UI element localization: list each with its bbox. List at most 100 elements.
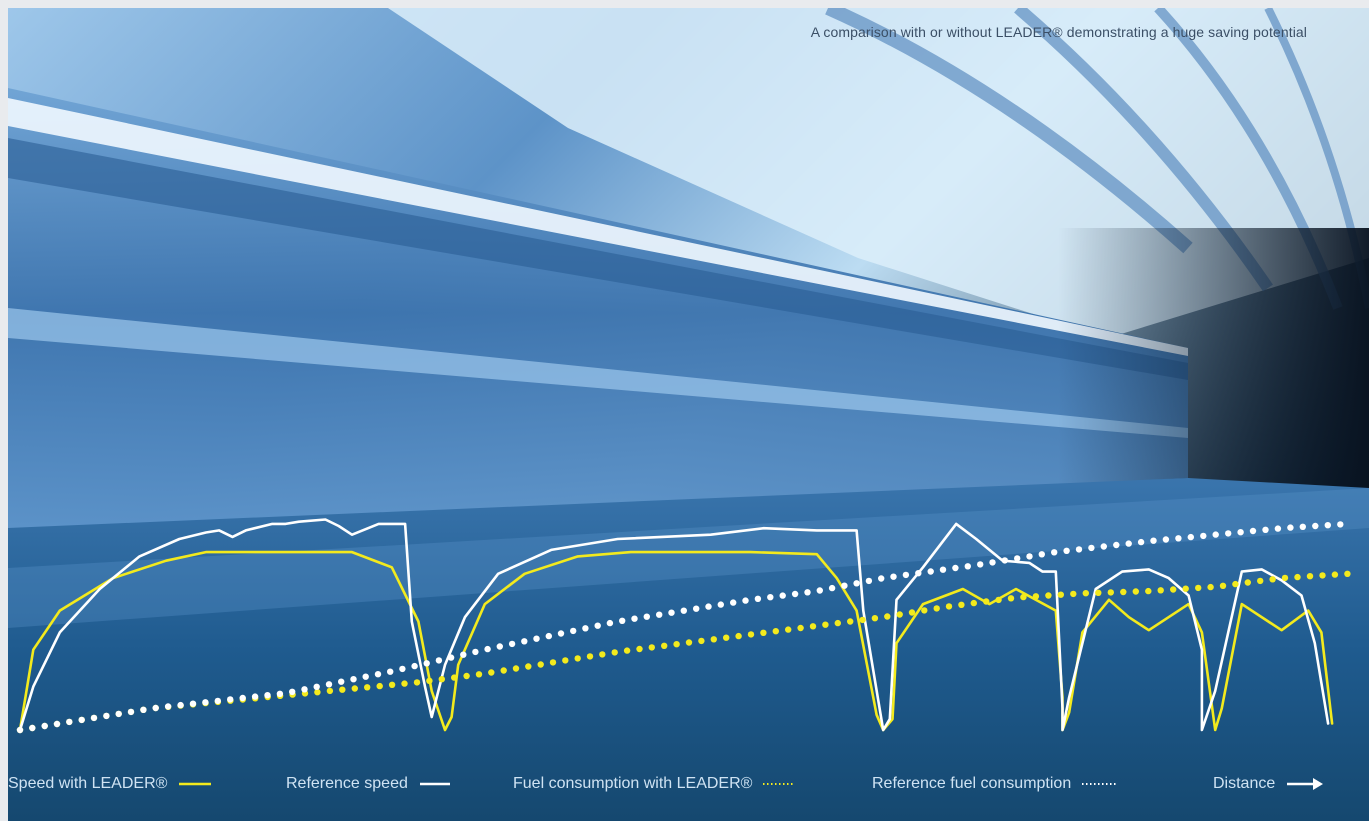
legend-item-speed-with-leader: Speed with LEADER®: [8, 770, 215, 798]
data-point-reference-fuel-consumption-8: [115, 710, 122, 718]
data-point-fuel-consumption-with-leader-59: [747, 631, 755, 638]
data-point-fuel-consumption-with-leader-69: [871, 615, 879, 622]
legend-item-fuel-with-leader: Fuel consumption with LEADER®: [513, 770, 798, 798]
data-point-reference-fuel-consumption-15: [202, 699, 209, 706]
data-point-fuel-consumption-with-leader-74: [933, 605, 940, 612]
legend-swatch-speed-with-leader: [179, 782, 212, 786]
data-point-reference-fuel-consumption-90: [1125, 540, 1132, 547]
data-point-reference-fuel-consumption-92: [1150, 537, 1157, 544]
data-point-fuel-consumption-with-leader-106: [1331, 571, 1339, 578]
data-point-reference-fuel-consumption-49: [619, 617, 626, 624]
data-point-reference-fuel-consumption-11: [152, 704, 159, 712]
data-point-reference-fuel-consumption-98: [1225, 530, 1232, 537]
data-point-fuel-consumption-with-leader-78: [983, 598, 990, 605]
data-point-reference-fuel-consumption-75: [939, 566, 947, 573]
data-point-reference-fuel-consumption-9: [127, 708, 135, 716]
data-point-fuel-consumption-with-leader-29: [376, 682, 383, 690]
data-point-reference-fuel-consumption-77: [964, 563, 971, 570]
data-point-fuel-consumption-with-leader-98: [1232, 580, 1239, 588]
data-point-reference-fuel-consumption-0: [16, 726, 24, 734]
data-point-reference-fuel-consumption-20: [264, 692, 271, 699]
chart-caption: A comparison with or without LEADER® dem…: [810, 24, 1307, 40]
data-point-fuel-consumption-with-leader-90: [1132, 588, 1140, 595]
data-point-fuel-consumption-with-leader-101: [1269, 576, 1276, 583]
data-point-fuel-consumption-with-leader-33: [426, 677, 433, 684]
data-point-fuel-consumption-with-leader-107: [1344, 570, 1351, 577]
data-point-fuel-consumption-with-leader-86: [1082, 590, 1090, 597]
data-point-fuel-consumption-with-leader-53: [673, 641, 680, 648]
data-point-reference-fuel-consumption-44: [557, 630, 565, 637]
data-point-fuel-consumption-with-leader-70: [884, 613, 891, 620]
data-point-reference-fuel-consumption-60: [754, 595, 762, 602]
data-point-reference-fuel-consumption-68: [853, 580, 860, 587]
data-point-fuel-consumption-with-leader-97: [1219, 582, 1227, 589]
data-point-reference-fuel-consumption-17: [227, 696, 234, 703]
data-point-reference-fuel-consumption-6: [90, 714, 98, 722]
data-point-reference-fuel-consumption-31: [399, 665, 406, 673]
data-point-reference-fuel-consumption-2: [41, 722, 48, 730]
legend-label-speed-with-leader: Speed with LEADER®: [8, 775, 168, 792]
data-point-fuel-consumption-with-leader-68: [859, 616, 866, 624]
chart-legend: Speed with LEADER® Reference speed Fuel …: [8, 770, 1369, 810]
data-point-reference-fuel-consumption-51: [643, 613, 650, 620]
data-point-reference-fuel-consumption-53: [668, 609, 675, 616]
data-point-reference-fuel-consumption-102: [1274, 525, 1282, 532]
data-point-reference-fuel-consumption-87: [1088, 544, 1095, 552]
legend-label-reference-fuel: Reference fuel consumption: [872, 775, 1072, 792]
data-point-reference-fuel-consumption-7: [103, 712, 110, 720]
data-point-fuel-consumption-with-leader-49: [623, 647, 631, 654]
data-point-reference-fuel-consumption-29: [374, 671, 382, 678]
data-point-reference-fuel-consumption-56: [705, 603, 712, 610]
data-point-fuel-consumption-with-leader-84: [1057, 591, 1065, 598]
data-point-reference-fuel-consumption-13: [177, 701, 184, 709]
data-point-reference-fuel-consumption-59: [742, 597, 749, 604]
speed-fuel-chart: [16, 518, 1351, 734]
data-point-reference-fuel-consumption-91: [1137, 538, 1145, 546]
data-point-reference-fuel-consumption-93: [1162, 536, 1170, 543]
data-point-reference-fuel-consumption-82: [1026, 553, 1033, 560]
data-point-reference-fuel-consumption-40: [508, 640, 516, 648]
data-point-fuel-consumption-with-leader-75: [945, 603, 953, 610]
data-point-reference-fuel-consumption-33: [423, 660, 430, 667]
data-point-fuel-consumption-with-leader-35: [451, 674, 458, 681]
data-point-reference-fuel-consumption-1: [29, 724, 36, 732]
data-point-fuel-consumption-with-leader-65: [822, 621, 829, 628]
data-point-reference-fuel-consumption-86: [1075, 546, 1083, 553]
data-point-reference-fuel-consumption-43: [545, 632, 552, 640]
data-point-fuel-consumption-with-leader-73: [921, 607, 928, 614]
data-point-reference-fuel-consumption-65: [816, 587, 823, 594]
data-point-reference-fuel-consumption-30: [387, 668, 394, 675]
data-point-fuel-consumption-with-leader-103: [1294, 573, 1301, 581]
data-point-fuel-consumption-with-leader-45: [574, 655, 581, 662]
data-point-fuel-consumption-with-leader-83: [1045, 592, 1052, 599]
data-point-fuel-consumption-with-leader-94: [1182, 585, 1189, 592]
data-point-reference-fuel-consumption-45: [570, 627, 577, 635]
data-point-fuel-consumption-with-leader-26: [339, 686, 346, 693]
data-point-fuel-consumption-with-leader-48: [611, 649, 618, 656]
data-point-fuel-consumption-with-leader-34: [438, 676, 445, 683]
data-point-fuel-consumption-with-leader-76: [958, 601, 965, 608]
data-point-reference-fuel-consumption-73: [915, 570, 922, 577]
data-point-reference-fuel-consumption-21: [276, 690, 284, 697]
data-point-reference-fuel-consumption-74: [927, 568, 934, 575]
data-point-fuel-consumption-with-leader-79: [995, 596, 1002, 604]
data-point-reference-fuel-consumption-84: [1051, 549, 1058, 556]
data-point-reference-fuel-consumption-32: [411, 662, 418, 670]
data-point-fuel-consumption-with-leader-63: [797, 624, 804, 632]
data-point-fuel-consumption-with-leader-51: [648, 644, 655, 651]
data-point-reference-fuel-consumption-24: [313, 683, 320, 690]
data-point-reference-fuel-consumption-62: [779, 592, 786, 599]
data-point-fuel-consumption-with-leader-99: [1244, 579, 1252, 586]
data-point-reference-fuel-consumption-96: [1200, 532, 1207, 540]
data-point-reference-fuel-consumption-97: [1212, 531, 1219, 538]
data-point-reference-fuel-consumption-19: [251, 693, 259, 700]
series-line-speed-with-leader: [18, 550, 1334, 732]
data-point-reference-fuel-consumption-22: [289, 688, 296, 695]
data-point-fuel-consumption-with-leader-27: [351, 685, 358, 692]
data-point-fuel-consumption-with-leader-50: [636, 645, 643, 653]
data-point-reference-fuel-consumption-61: [767, 594, 774, 601]
data-point-reference-fuel-consumption-14: [189, 700, 197, 707]
data-point-fuel-consumption-with-leader-72: [908, 609, 916, 616]
data-point-reference-fuel-consumption-101: [1262, 526, 1269, 533]
data-point-reference-fuel-consumption-78: [977, 561, 984, 568]
